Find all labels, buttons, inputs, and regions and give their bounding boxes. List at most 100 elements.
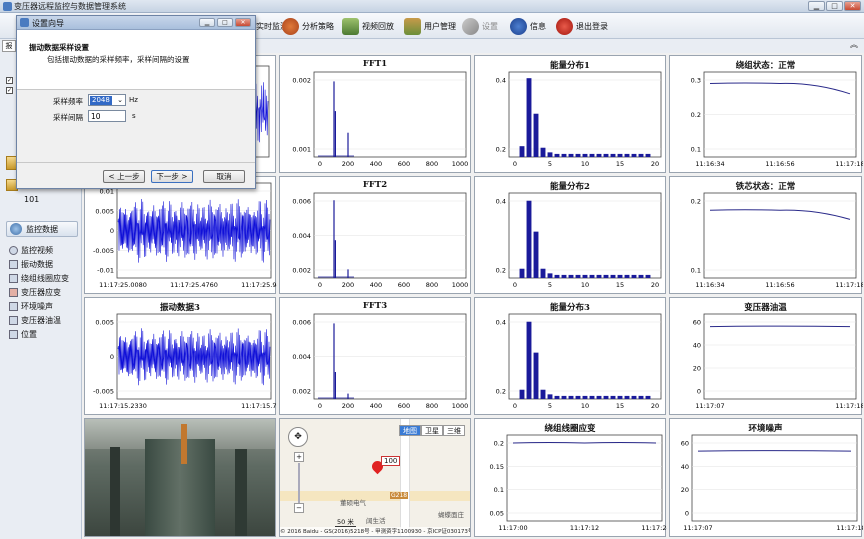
minimize-button[interactable]: ▁ [808,1,825,11]
bar [519,389,525,399]
x-tick-label: 11:17:07 [695,402,724,410]
bar [610,395,616,399]
toolbar-info[interactable]: 信息 [510,15,546,37]
bar [631,395,637,399]
bar [610,274,616,278]
sidebar-item-label: 位置 [21,329,37,339]
zoom-in-button[interactable]: + [294,452,304,462]
plot-frame [691,434,858,522]
y-tick-label: 0.3 [691,77,701,85]
dialog-close-button[interactable]: ✕ [235,18,251,27]
interval-unit: s [132,112,136,120]
bar [561,274,567,278]
dialog-maximize-button[interactable]: □ [217,18,233,27]
y-tick-label: 0 [110,227,114,235]
x-tick-label: 800 [426,402,438,410]
sidebar-item-vibration[interactable]: 振动数据 [9,258,53,270]
panel-title: 能量分布2 [550,182,590,192]
close-button[interactable]: ✕ [844,1,861,11]
map-tab[interactable]: 三维 [443,425,465,436]
map-road-label: G218 [390,492,409,499]
y-tick-label: 0.4 [496,77,506,85]
toolbar-users[interactable]: 用户管理 [404,15,456,37]
x-tick-label: 200 [342,402,354,410]
map-tab[interactable]: 卫星 [421,425,443,436]
chevron-up-icon[interactable]: ︽ [850,40,858,49]
map-pan-control[interactable]: ✥ [288,427,308,447]
x-tick-label: 15 [616,281,624,289]
bar [582,395,588,399]
bar [540,389,546,399]
toolbar-analysis[interactable]: 分析策略 [282,15,334,37]
map-tab[interactable]: 地图 [399,425,421,436]
y-tick-label: -0.005 [93,247,114,255]
series-line [709,82,851,95]
y-tick-label: 0.001 [292,146,311,154]
sidebar-item-noise[interactable]: 环境噪声 [9,300,53,312]
bar [631,153,637,157]
bar [554,274,560,278]
next-button[interactable]: 下一步 > [151,170,193,183]
map-view[interactable]: ✥ + − 地图 卫星 三维 100 董硕电气 G218 阔生活 蝴蝶面庄 50… [279,418,471,537]
x-tick-label: 200 [342,160,354,168]
toolbar-label: 设置 [482,21,498,31]
x-tick-label: 600 [398,402,410,410]
sidebar-item-video[interactable]: 监控视频 [9,244,53,256]
y-tick-label: 0.002 [292,388,311,396]
interval-input[interactable] [88,110,126,122]
bar [596,153,602,157]
panel-title: 铁芯状态：正常 [735,182,796,192]
freq-label: 采样频率 [53,97,83,106]
bar [617,395,623,399]
sidebar-tab[interactable]: 报 [2,40,16,52]
sidebar-item-strain[interactable]: 变压器应变 [9,286,61,298]
plot-frame [313,71,467,158]
bar [554,395,560,399]
dialog-minimize-button[interactable]: ▁ [199,18,215,27]
y-tick-label: 0.1 [494,486,504,494]
prev-button[interactable]: < 上一步 [103,170,145,183]
toolbar-logout[interactable]: 退出登录 [556,15,608,37]
sidebar-item-location[interactable]: 位置 [9,328,37,340]
signal-line [117,328,271,386]
cancel-button[interactable]: 取消 [203,170,245,183]
bar [624,274,630,278]
bar [540,268,546,278]
y-tick-label: -0.005 [93,388,114,396]
y-tick-label: 0 [685,510,689,518]
title-bar: 变压器远程监控与数据管理系统 ▁ □ ✕ [0,0,864,13]
x-tick-label: 600 [398,281,410,289]
map-road [280,491,470,501]
bar [561,395,567,399]
energy-panel-1: 能量分布1 0.4 0.2 0 5 10 15 20 [474,55,666,173]
map-road [400,419,410,536]
section-title: 监控数据 [26,224,58,234]
sidebar-item-winding[interactable]: 绕组线圈应变 [9,272,69,284]
maximize-button[interactable]: □ [826,1,843,11]
checkbox[interactable]: ✓ [6,87,13,94]
sidebar-item-label: 绕组线圈应变 [21,273,69,283]
x-tick-label: 11:16:56 [765,160,794,168]
sidebar-item-oil[interactable]: 变压器油温 [9,314,61,326]
bar [582,153,588,157]
chart-icon [9,301,18,311]
panel-title: 环境噪声 [748,424,783,434]
zoom-slider[interactable] [298,463,300,503]
plot-frame [703,313,857,400]
freq-select[interactable]: 2048 ⌄ [88,94,126,106]
sidebar-item-label: 变压器油温 [21,315,61,325]
plot-frame [506,434,663,522]
checkbox[interactable]: ✓ [6,77,13,84]
video-feed[interactable] [84,418,276,537]
zoom-out-button[interactable]: − [294,503,304,513]
bar [610,153,616,157]
wrench-icon [462,17,479,35]
toolbar-settings[interactable]: 设置 [462,15,498,37]
y-tick-label: 0.2 [496,146,506,154]
bar [617,153,623,157]
toolbar-video[interactable]: 视频回放 [342,15,394,37]
x-tick-label: 11:17:18 [835,281,863,289]
device-number[interactable]: 101 [24,195,40,204]
section-header[interactable]: 监控数据 [6,221,78,237]
